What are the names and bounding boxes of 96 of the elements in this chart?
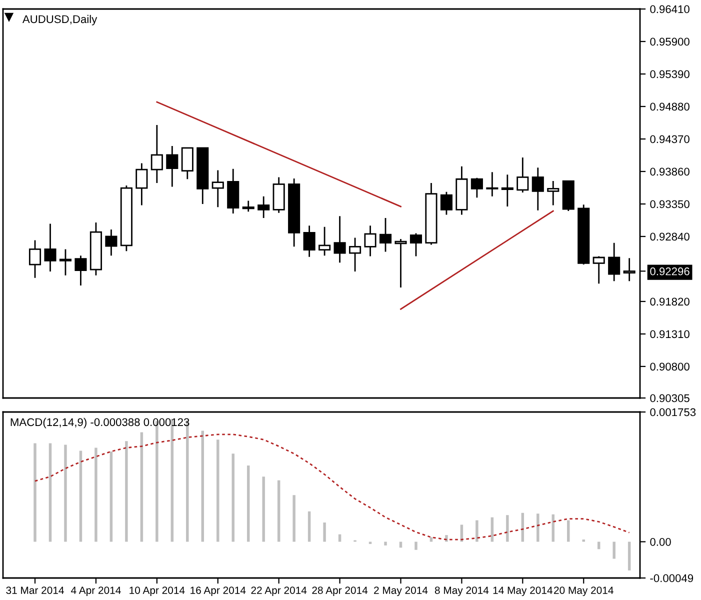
x-tick-label: 8 May 2014 xyxy=(434,586,489,596)
bar xyxy=(597,542,600,550)
chart-title: AUDUSD,Daily xyxy=(22,14,98,26)
candlestick xyxy=(318,226,331,256)
candlestick xyxy=(303,224,316,258)
y-tick-label: 0.95390 xyxy=(650,70,690,78)
candlestick xyxy=(166,145,178,188)
bar xyxy=(64,444,67,542)
x-tick-label: 20 May 2014 xyxy=(554,586,614,596)
candlestick xyxy=(410,232,422,257)
candlestick xyxy=(486,171,498,198)
candlestick xyxy=(501,174,514,208)
bar xyxy=(79,450,82,542)
bar xyxy=(262,476,265,542)
y-tick-label: 0.92840 xyxy=(650,232,690,241)
bar xyxy=(490,517,494,542)
y-tick-label: 0.96410 xyxy=(650,5,690,14)
y-tick-label: 0.90800 xyxy=(650,362,690,371)
candlestick xyxy=(28,240,42,279)
y-tick-label: 0.93860 xyxy=(650,168,690,176)
candlestick xyxy=(425,182,438,246)
bar xyxy=(216,440,220,542)
candlestick xyxy=(181,146,194,180)
x-tick-label: 16 Apr 2014 xyxy=(190,586,246,596)
candlestick xyxy=(74,254,87,286)
candlestick xyxy=(288,178,300,248)
bar xyxy=(628,542,631,570)
bar xyxy=(476,520,478,542)
candlestick xyxy=(592,256,605,284)
y-tick-label: 0.95900 xyxy=(650,38,690,46)
y-tick-label: 0.94880 xyxy=(650,102,690,111)
bar xyxy=(232,454,234,542)
bar xyxy=(125,441,128,542)
bar xyxy=(110,451,113,542)
candlestick xyxy=(532,166,544,212)
candlestick xyxy=(90,222,102,276)
candlestick xyxy=(44,223,56,272)
candlestick xyxy=(150,124,163,184)
y-tick-label: 0.91820 xyxy=(650,298,690,306)
candlestick xyxy=(105,228,118,256)
candlestick xyxy=(334,215,346,264)
x-tick-label: 4 Apr 2014 xyxy=(71,586,121,596)
candlestick xyxy=(516,156,529,194)
bar xyxy=(201,430,204,542)
candlestick xyxy=(258,196,270,219)
candlestick xyxy=(196,146,209,205)
y-tick-label: 0.90305 xyxy=(650,394,690,402)
x-tick-label: 14 May 2014 xyxy=(493,586,552,596)
candlestick xyxy=(394,238,407,288)
candlestick xyxy=(364,224,376,257)
y-tick-label: -0.00049 xyxy=(650,574,694,582)
bar xyxy=(48,443,52,542)
candlestick xyxy=(440,191,452,216)
bar xyxy=(384,542,387,546)
line-series xyxy=(34,434,630,540)
bar xyxy=(536,514,540,542)
chart-title: MACD(12,14,9) -0.000388 0.000123 xyxy=(10,418,190,428)
candlestick xyxy=(349,237,362,272)
bar xyxy=(140,432,144,542)
candlestick xyxy=(379,217,392,252)
y-tick-label: 0.94370 xyxy=(650,135,690,144)
bar xyxy=(323,522,326,542)
bar xyxy=(308,511,311,542)
candlestick xyxy=(608,242,620,282)
candlestick xyxy=(470,177,483,198)
candlestick xyxy=(623,257,636,282)
bar xyxy=(414,542,418,550)
x-tick-label: 31 Mar 2014 xyxy=(6,586,64,594)
y-tick-label: 0.00 xyxy=(650,538,671,546)
bar xyxy=(612,542,616,559)
candlestick xyxy=(578,204,590,266)
candlestick xyxy=(456,166,468,216)
bar xyxy=(277,480,280,542)
x-tick-label: 22 Apr 2014 xyxy=(251,586,307,596)
bar xyxy=(246,466,250,542)
bar xyxy=(506,515,509,542)
candlestick xyxy=(562,180,574,212)
candlestick xyxy=(272,176,285,214)
candlestick xyxy=(136,162,148,206)
x-tick-label: 28 Apr 2014 xyxy=(312,586,368,596)
x-tick-label: 2 May 2014 xyxy=(374,586,428,596)
y-tick-label: 0.92296 xyxy=(650,267,690,276)
candlestick xyxy=(242,200,254,212)
bar xyxy=(34,443,36,542)
candlestick xyxy=(547,180,560,206)
candlestick xyxy=(59,248,72,276)
candlestick xyxy=(212,170,224,208)
bar xyxy=(292,495,296,542)
y-tick-label: 0.93350 xyxy=(650,200,690,208)
candlestick xyxy=(227,168,240,214)
y-tick-label: 0.001753 xyxy=(650,408,696,416)
y-tick-label: 0.91310 xyxy=(650,330,690,338)
bar xyxy=(399,542,402,548)
candlestick xyxy=(120,184,132,252)
bar xyxy=(94,448,98,542)
x-tick-label: 10 Apr 2014 xyxy=(130,586,185,596)
